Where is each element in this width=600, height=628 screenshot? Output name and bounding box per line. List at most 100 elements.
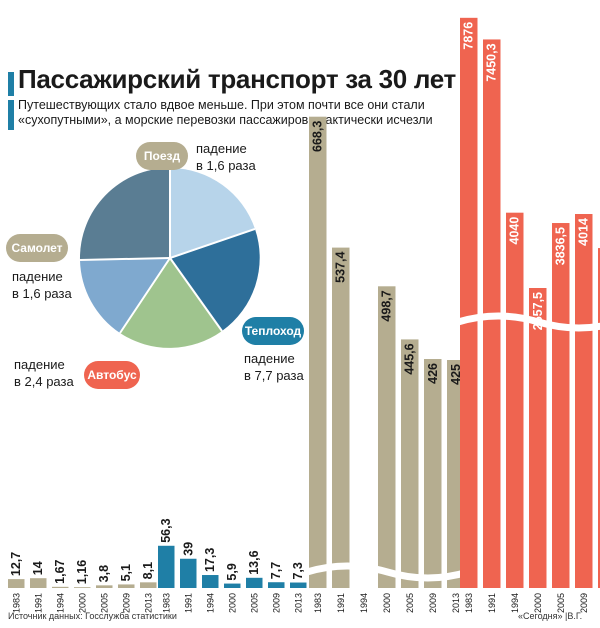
bar-bus-1994 — [506, 212, 524, 588]
year-tick-plane-2005: 2005 — [99, 593, 109, 613]
value-label-plane-2005: 3,8 — [97, 565, 111, 582]
pie-photo-plane — [80, 258, 170, 333]
year-tick-bus-1991: 1991 — [487, 593, 497, 613]
value-label-bus-1991: 7450,3 — [485, 43, 499, 81]
pie-photo-train-2 — [79, 167, 170, 260]
credit-note: «Сегодня» |В.Г. — [518, 611, 583, 621]
bar-train-2000 — [378, 286, 396, 588]
bar-ship-2005 — [246, 577, 263, 588]
value-label-ship-2013: 7,3 — [291, 562, 305, 579]
year-tick-plane-2000: 2000 — [77, 593, 87, 613]
year-tick-train-2013: 2013 — [451, 593, 461, 613]
year-tick-ship-1983: 1983 — [161, 593, 171, 613]
year-tick-ship-2000: 2000 — [227, 593, 237, 613]
value-label-ship-2000: 5,9 — [225, 563, 239, 580]
bar-train-2009 — [424, 359, 442, 588]
bar-bus-2013 — [598, 248, 600, 589]
bar-ship-2000 — [224, 583, 241, 588]
chart-title: Пассажирский транспорт за 30 лет — [18, 64, 456, 94]
value-label-train-2000: 498,7 — [380, 290, 394, 321]
bar-train-2005 — [401, 339, 419, 588]
bar-ship-1994 — [202, 575, 219, 588]
year-tick-bus-2005: 2005 — [556, 593, 566, 613]
year-tick-bus-1983: 1983 — [464, 593, 474, 613]
legend-train-badge: Поезд — [136, 142, 188, 170]
value-label-ship-1994: 17,3 — [203, 548, 217, 572]
year-tick-train-1991: 1991 — [336, 593, 346, 613]
year-tick-plane-1994: 1994 — [55, 593, 65, 613]
source-note: Источник данных: Госслужба статистики — [8, 611, 177, 621]
bar-ship-2013 — [290, 582, 307, 588]
value-label-plane-1983: 12,7 — [9, 552, 23, 576]
bar-train-1983 — [309, 116, 327, 588]
bar-plane-1994 — [52, 586, 69, 588]
value-label-ship-2005: 13,6 — [247, 550, 261, 574]
year-tick-bus-2009: 2009 — [579, 593, 589, 613]
bar-bus-2005 — [552, 223, 570, 588]
bar-bus-2009 — [575, 214, 593, 588]
value-label-plane-2013: 8,1 — [141, 562, 155, 579]
year-tick-plane-2013: 2013 — [143, 593, 153, 613]
transport-photo-collage — [79, 167, 260, 348]
legend-plane-note: падение в 1,6 раза — [12, 269, 72, 301]
bar-bus-2000 — [529, 288, 547, 588]
value-label-bus-2005: 3836,5 — [554, 227, 568, 265]
value-label-train-2013: 425 — [449, 364, 463, 385]
year-tick-ship-2005: 2005 — [249, 593, 259, 613]
legend-train-note: падение в 1,6 раза — [196, 141, 256, 173]
year-tick-ship-2013: 2013 — [293, 593, 303, 613]
bar-ship-2009 — [268, 582, 285, 588]
bar-plane-2000 — [74, 587, 91, 588]
value-label-plane-1991: 14 — [31, 561, 45, 575]
bar-plane-2005 — [96, 585, 113, 588]
bar-plane-2009 — [118, 584, 135, 588]
value-label-bus-1994: 4040 — [508, 217, 522, 245]
bar-ship-1991 — [180, 558, 197, 588]
bar-plane-1983 — [8, 579, 25, 588]
year-tick-plane-1991: 1991 — [33, 593, 43, 613]
year-tick-ship-1994: 1994 — [205, 593, 215, 613]
bar-plane-1991 — [30, 578, 47, 588]
bar-groups: 12,7 1983 14 1991 1,67 1994 1,16 2000 3,8 2005 5,1… — [8, 17, 600, 613]
legend-bus-badge: Автобус — [84, 361, 140, 389]
bar-plane-2013 — [140, 582, 157, 588]
year-tick-train-2009: 2009 — [428, 593, 438, 613]
value-label-plane-2009: 5,1 — [119, 564, 133, 581]
year-tick-train-1983: 1983 — [313, 593, 323, 613]
axis-break-bus — [457, 312, 600, 332]
bar-train-1991 — [332, 247, 350, 588]
pie-photo-ship — [170, 229, 260, 331]
value-label-ship-2009: 7,7 — [269, 562, 283, 579]
pie-photo-bus — [120, 258, 222, 348]
year-tick-train-1994: 1994 — [359, 593, 369, 613]
value-label-train-2005: 445,6 — [403, 343, 417, 374]
year-tick-bus-1994: 1994 — [510, 593, 520, 613]
legend-plane-badge: Самолет — [6, 234, 68, 262]
bar-ship-1983 — [158, 545, 175, 588]
year-tick-train-2000: 2000 — [382, 593, 392, 613]
year-tick-bus-2000: 2000 — [533, 593, 543, 613]
year-tick-plane-1983: 1983 — [11, 593, 21, 613]
value-label-plane-1994: 1,67 — [53, 559, 67, 583]
value-label-bus-1983: 7876 — [462, 22, 476, 50]
value-label-train-1983: 668,3 — [311, 121, 325, 152]
value-label-train-1991: 537,4 — [334, 252, 348, 283]
legend-bus-note: падение в 2,4 раза — [14, 357, 74, 389]
value-label-train-2009: 426 — [426, 363, 440, 384]
value-label-ship-1991: 39 — [181, 542, 195, 556]
legend-ship-note: падение в 7,7 раза — [244, 351, 304, 383]
year-tick-ship-1991: 1991 — [183, 593, 193, 613]
axis-break-train — [306, 562, 469, 582]
chart-subtitle: Путешествующих стало вдвое меньше. При э… — [18, 98, 433, 127]
bar-bus-1983 — [460, 17, 478, 589]
year-tick-plane-2009: 2009 — [121, 593, 131, 613]
title-accent-bar — [8, 72, 14, 96]
subtitle-accent-bar — [8, 100, 14, 130]
year-tick-train-2005: 2005 — [405, 593, 415, 613]
value-label-plane-2000: 1,16 — [75, 560, 89, 584]
year-tick-ship-2009: 2009 — [271, 593, 281, 613]
value-label-ship-1983: 56,3 — [159, 518, 173, 542]
value-label-bus-2009: 4014 — [577, 218, 591, 246]
legend-ship-badge: Теплоход — [242, 317, 304, 345]
